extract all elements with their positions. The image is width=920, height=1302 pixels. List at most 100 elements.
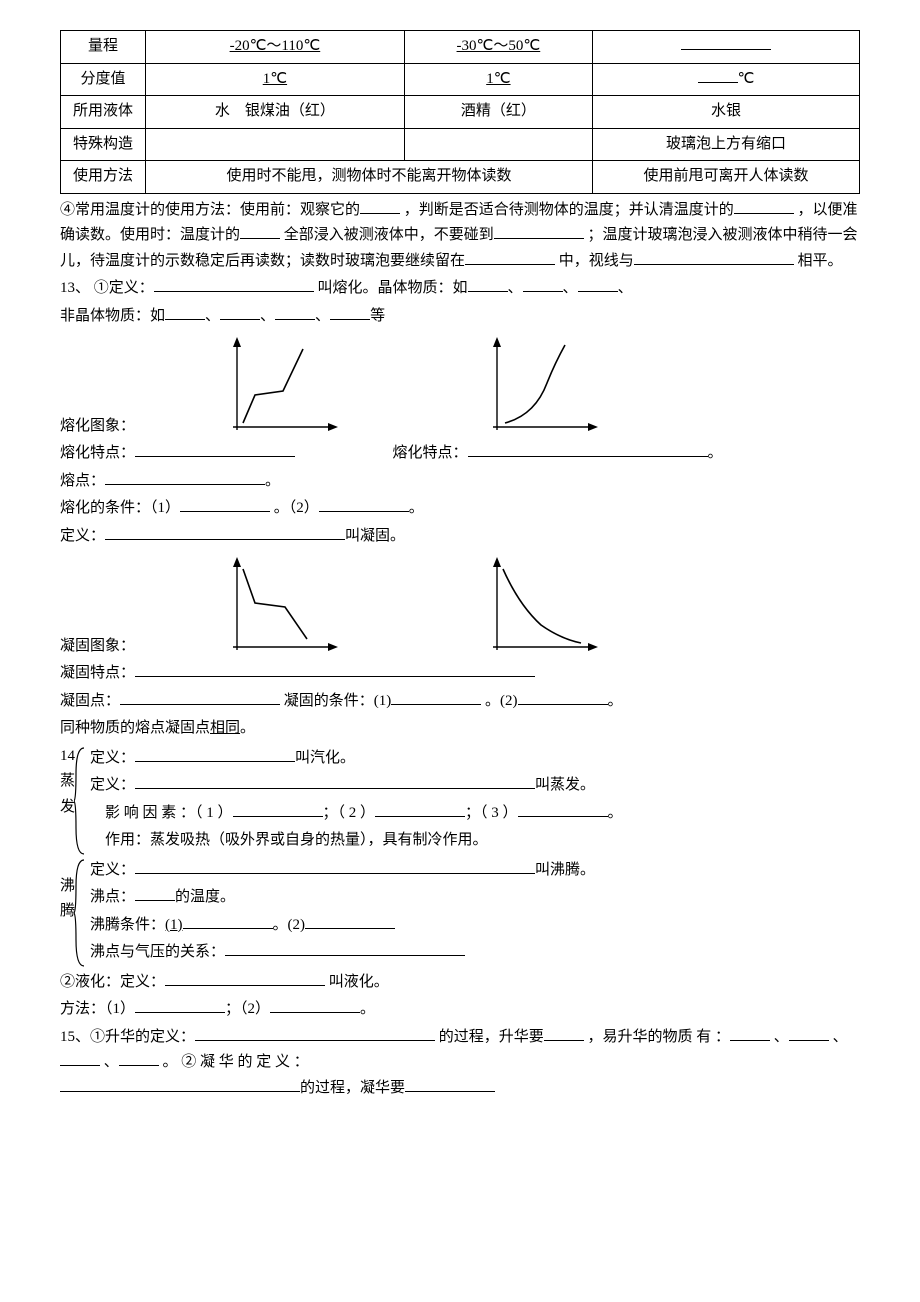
blank <box>789 1025 829 1041</box>
text: 的温度。 <box>175 889 235 905</box>
label: 影 响 因 素 ：（ 1 ） <box>90 805 233 821</box>
label: 叫凝固。 <box>345 528 405 544</box>
blank <box>135 885 175 901</box>
blank <box>319 496 409 512</box>
label: ；（ 3 ） <box>465 805 518 821</box>
cell: 使用时不能甩，测物体时不能离开物体读数 <box>146 161 593 194</box>
blank <box>135 858 535 874</box>
table-row: 分度值 1℃ 1℃ ℃ <box>61 63 860 96</box>
text: 非晶体物质：如 <box>60 308 165 324</box>
melt-feat-row: 熔化特点： 熔化特点：。 <box>60 441 860 467</box>
row-header: 使用方法 <box>61 161 146 194</box>
evap-char: 发 <box>60 799 75 815</box>
text: 中，视线与 <box>559 253 634 269</box>
s15: 15、①升华的定义： 的过程，升华要 ，易升华的物质 有 ： 、 、 、 。 ②… <box>60 1025 860 1102</box>
blank <box>225 940 465 956</box>
blank <box>105 524 345 540</box>
cell: 水 银煤油（红） <box>146 96 405 129</box>
blank <box>275 304 315 320</box>
label: 熔点： <box>60 473 105 489</box>
text: 同种物质的熔点凝固点 <box>60 720 210 736</box>
blank <box>135 773 535 789</box>
same-pt: 同种物质的熔点凝固点相同。 <box>60 716 860 742</box>
text: 14 <box>60 748 75 764</box>
solid-curve-crystal <box>225 555 345 655</box>
cell <box>404 128 592 161</box>
blank <box>375 801 465 817</box>
label: 方法：（1） <box>60 1001 135 1017</box>
label: 。（2） <box>274 500 319 516</box>
label: 熔化特点： <box>393 445 468 461</box>
paragraph-usage: ④常用温度计的使用方法：使用前：观察它的 ，判断是否适合待测物体的温度；并认清温… <box>60 198 860 275</box>
solid-graph-row: 凝固图象： <box>60 551 860 659</box>
text: 相平。 <box>798 253 843 269</box>
label: 沸点与气压的关系： <box>90 944 225 960</box>
text: 13、 ①定义： <box>60 280 154 296</box>
table-row: 特殊构造 玻璃泡上方有缩口 <box>61 128 860 161</box>
cell-text: 1℃ <box>263 71 287 87</box>
text: ，易升华的物质 有 ： <box>588 1029 731 1045</box>
label: 熔化的条件：（1） <box>60 500 180 516</box>
label: 定义： <box>90 777 135 793</box>
solid-pt-cond: 凝固点： 凝固的条件：(1) 。(2)。 <box>60 689 860 715</box>
text: 。(2) <box>273 917 306 933</box>
blank <box>180 496 270 512</box>
cell: -30℃～50℃ <box>404 31 592 64</box>
cell-text: -20℃～110℃ <box>230 38 321 54</box>
text: 的过程，升华要 <box>439 1029 544 1045</box>
blank <box>119 1050 159 1066</box>
blank <box>120 689 280 705</box>
blank <box>494 223 584 239</box>
label: 定义： <box>60 528 105 544</box>
brace-icon <box>74 858 88 968</box>
text: 叫熔化。晶体物质：如 <box>318 280 468 296</box>
table-row: 所用液体 水 银煤油（红） 酒精（红） 水银 <box>61 96 860 129</box>
blank <box>270 997 360 1013</box>
liquefy: ②液化：定义： 叫液化。 <box>60 970 860 996</box>
blank <box>698 67 738 83</box>
cell <box>592 31 859 64</box>
text: 的过程，凝华要 <box>300 1080 405 1096</box>
cell: ℃ <box>592 63 859 96</box>
s14-boil: 沸腾 定义：叫沸腾。 沸点：的温度。 沸腾条件：(1)。(2) 沸点与气压的关系… <box>60 856 860 968</box>
blank <box>518 801 608 817</box>
text: 。 <box>360 1001 375 1017</box>
text: 等 <box>370 308 385 324</box>
row-header: 分度值 <box>61 63 146 96</box>
cell: 1℃ <box>146 63 405 96</box>
label: 熔化图象： <box>60 414 135 440</box>
cell <box>146 128 405 161</box>
brace-icon <box>74 746 88 856</box>
blank <box>183 913 273 929</box>
label: 凝固的条件：(1) <box>284 693 392 709</box>
cell: 水银 <box>592 96 859 129</box>
label: 沸腾条件： <box>90 917 165 933</box>
blank <box>305 913 395 929</box>
blank <box>240 223 280 239</box>
label: 凝固点： <box>60 693 120 709</box>
blank <box>233 801 323 817</box>
blank <box>135 661 535 677</box>
table-row: 量程 -20℃～110℃ -30℃～50℃ <box>61 31 860 64</box>
blank <box>730 1025 770 1041</box>
blank <box>518 689 608 705</box>
cell: 玻璃泡上方有缩口 <box>592 128 859 161</box>
cell: -20℃～110℃ <box>146 31 405 64</box>
blank <box>220 304 260 320</box>
label: ②液化：定义： <box>60 974 165 990</box>
blank <box>360 198 400 214</box>
text: 相同 <box>210 720 240 736</box>
thermometer-table: 量程 -20℃～110℃ -30℃～50℃ 分度值 1℃ 1℃ ℃ 所用液体 水… <box>60 30 860 194</box>
melt-pt: 熔点：。 <box>60 469 860 495</box>
blank <box>523 276 563 292</box>
cell: 酒精（红） <box>404 96 592 129</box>
evap-char: 蒸 <box>60 773 75 789</box>
blank <box>154 276 314 292</box>
liquefy-method: 方法：（1）；（2）。 <box>60 997 860 1023</box>
blank <box>468 441 708 457</box>
cell-text: -30℃～50℃ <box>457 38 541 54</box>
text: 。 ② 凝 华 的 定 义 ： <box>163 1054 309 1070</box>
text: 。 <box>240 720 255 736</box>
blank <box>105 469 265 485</box>
label: 凝固图象： <box>60 634 135 660</box>
